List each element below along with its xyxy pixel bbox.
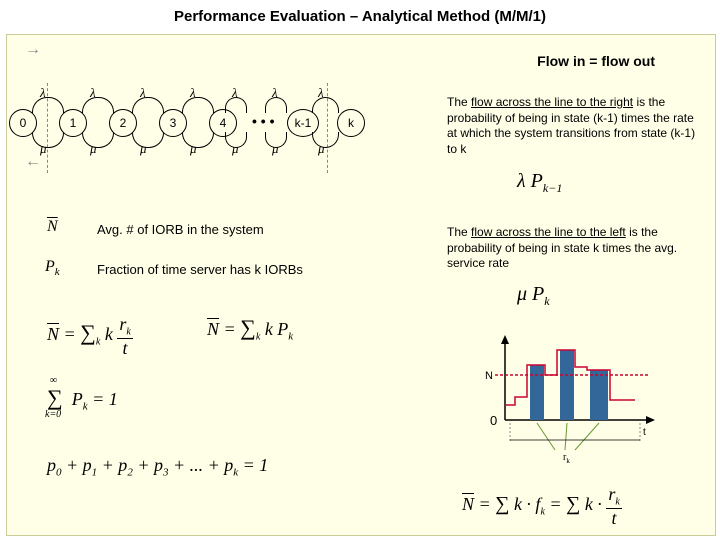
mu-label: μ bbox=[272, 141, 279, 157]
lambda-label: λ bbox=[272, 85, 278, 101]
lambda-label: λ bbox=[140, 85, 146, 101]
lambda-label: λ bbox=[40, 85, 46, 101]
pk-main: P bbox=[45, 258, 55, 275]
state-transition-diagram: 0 1 2 3 4 • • • k-1 k λ λ λ λ λ λ λ μ μ … bbox=[7, 83, 437, 163]
text-underlined: flow across the line to the left bbox=[471, 225, 626, 239]
flow-in-out-header: Flow in = flow out bbox=[537, 53, 655, 69]
flow-right-explanation: The flow across the line to the right is… bbox=[447, 95, 702, 157]
arc-bot-icon bbox=[82, 132, 114, 148]
formula-nbar-sum-pk: N = ∑k k Pk bbox=[207, 315, 293, 343]
formula-text: λ P bbox=[517, 170, 543, 192]
arc-top-icon bbox=[182, 97, 214, 113]
mu-label: μ bbox=[90, 141, 97, 157]
page-title: Performance Evaluation – Analytical Meth… bbox=[0, 0, 720, 29]
flow-left-explanation: The flow across the line to the left is … bbox=[447, 225, 702, 272]
formula-nbar-sum-rk: N = ∑k k rkt bbox=[47, 315, 133, 357]
formula-sub: k bbox=[544, 294, 549, 308]
arc-top-icon bbox=[132, 97, 164, 113]
lambda-label: λ bbox=[318, 85, 324, 101]
formula-text: μ P bbox=[517, 283, 544, 305]
lambda-label: λ bbox=[90, 85, 96, 101]
chart-rk-label: rk bbox=[563, 452, 570, 465]
text: The bbox=[447, 225, 471, 239]
mu-label: μ bbox=[190, 141, 197, 157]
pk-symbol: Pk bbox=[45, 258, 60, 278]
arc-bot-icon bbox=[312, 132, 339, 148]
state-node-k: k bbox=[337, 109, 365, 137]
mu-label: μ bbox=[232, 141, 239, 157]
formula-p-sum-1: p0 + p1 + p2 + p3 + ... + pk = 1 bbox=[47, 455, 268, 479]
formula-lambda-pk1: λ Pk−1 bbox=[517, 170, 562, 196]
pk-sub: k bbox=[55, 266, 60, 278]
arc-bot-icon bbox=[132, 132, 164, 148]
text: The bbox=[447, 95, 471, 109]
text-underlined: flow across the line to the right bbox=[471, 95, 633, 109]
arc-top-icon bbox=[82, 97, 114, 113]
content-panel: Flow in = flow out → ← 0 1 2 3 4 • • • k… bbox=[6, 34, 716, 536]
formula-sum-pk-1: ∞∑k=0 Pk = 1 bbox=[47, 385, 118, 413]
chart-t-label: t bbox=[643, 427, 646, 438]
arc-top-icon bbox=[312, 97, 339, 113]
lambda-label: λ bbox=[190, 85, 196, 101]
pk-definition: Fraction of time server has k IORBs bbox=[97, 262, 303, 277]
formula-mu-pk: μ Pk bbox=[517, 283, 550, 309]
nbar-symbol: N bbox=[47, 218, 58, 236]
chart-zero-label: 0 bbox=[490, 413, 497, 428]
arc-bot-icon bbox=[32, 132, 64, 148]
mu-label: μ bbox=[40, 141, 47, 157]
lambda-label: λ bbox=[232, 85, 238, 101]
arc-top-icon bbox=[32, 97, 64, 113]
arc-bot-icon bbox=[182, 132, 214, 148]
timeline-chart: N 0 t rk bbox=[475, 335, 685, 465]
chart-n-label: N bbox=[485, 370, 493, 382]
nbar-definition: Avg. # of IORB in the system bbox=[97, 222, 264, 237]
mu-label: μ bbox=[140, 141, 147, 157]
formula-sub: k−1 bbox=[543, 181, 562, 195]
chart-svg: N 0 t rk bbox=[475, 335, 685, 465]
ellipsis-icon: • • • bbox=[252, 113, 274, 129]
gray-arrow-right-icon: → bbox=[25, 41, 41, 59]
formula-nbar-sum-fk: N = ∑ k · fk = ∑ k · rkt bbox=[462, 485, 622, 527]
mu-label: μ bbox=[318, 141, 325, 157]
